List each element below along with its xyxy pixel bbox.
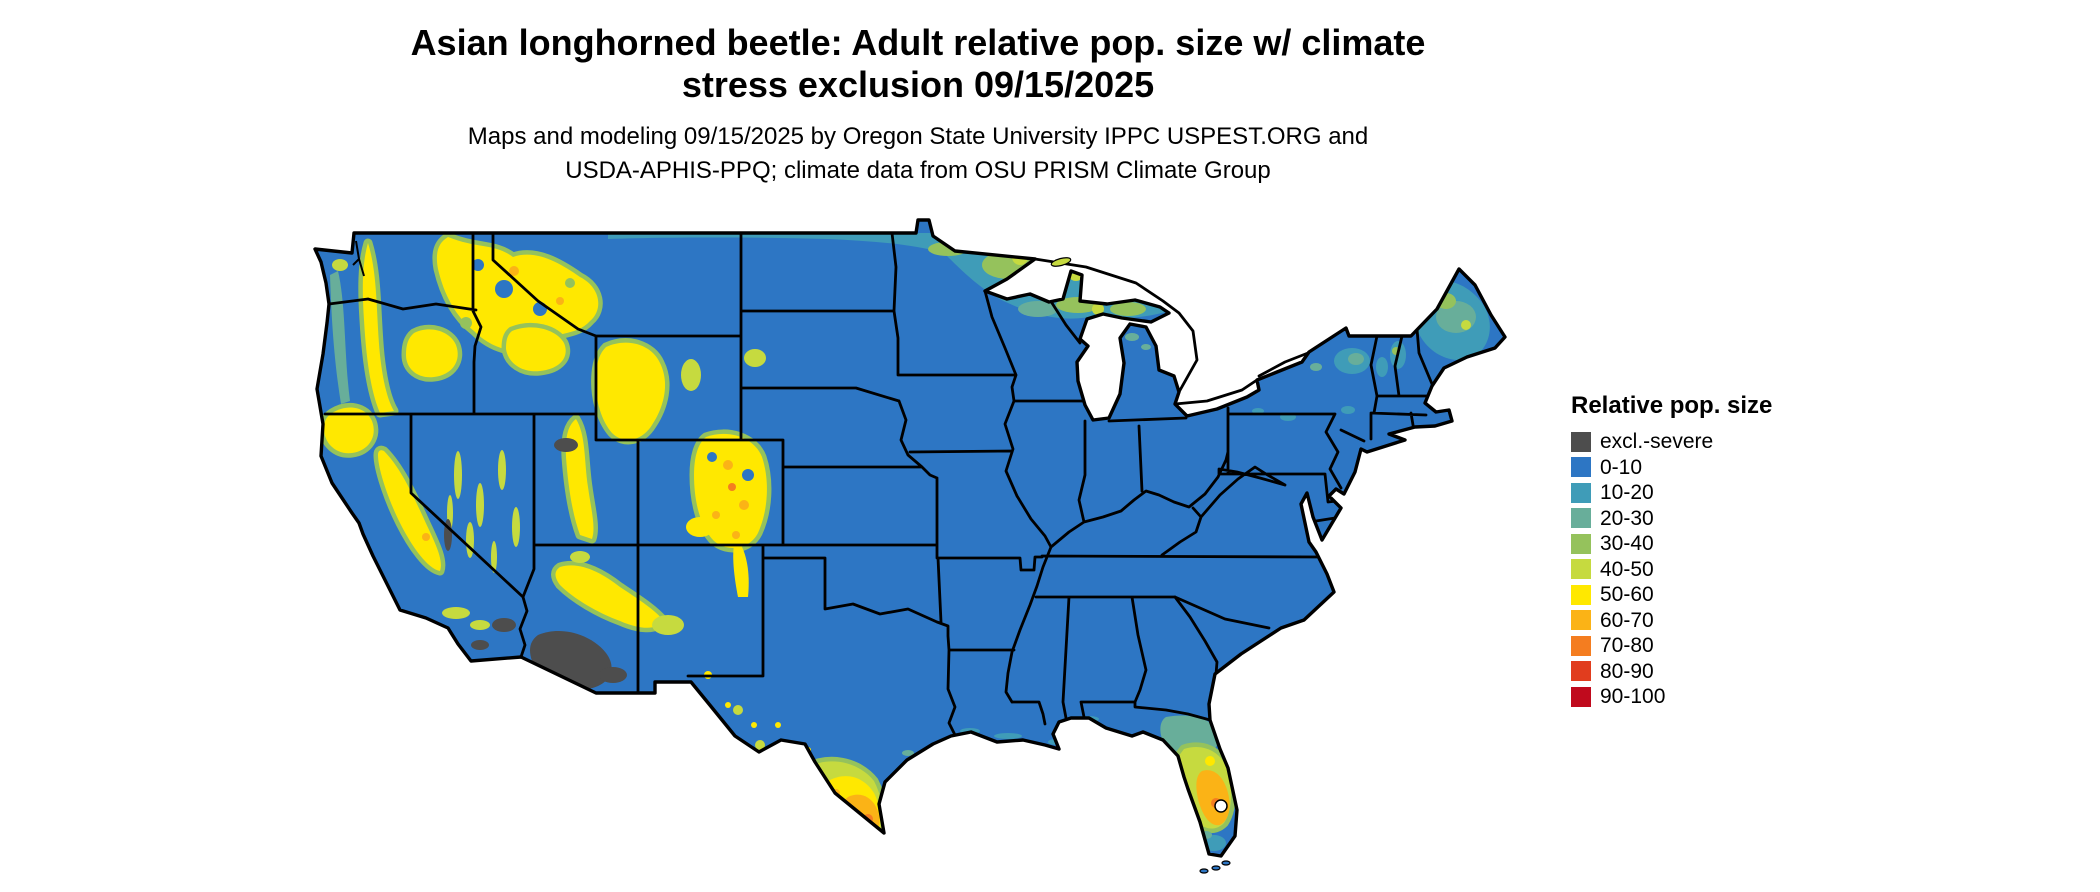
legend-items: excl.-severe 0-10 10-20 20-30 30-40 40-5… [1571,429,1772,710]
puget-sound [352,240,365,277]
legend-item: 30-40 [1571,531,1772,557]
legend-swatch [1571,431,1591,452]
legend-item: 60-70 [1571,608,1772,634]
legend-label: 60-70 [1600,608,1654,632]
legend-label: 90-100 [1600,685,1666,709]
lake-borders [1033,257,1310,406]
legend-swatch [1571,457,1591,478]
legend-swatch [1571,661,1591,682]
legend-item: excl.-severe [1571,429,1772,455]
legend-label: 30-40 [1600,532,1654,556]
isle-royale [1050,257,1072,267]
legend-swatch [1571,508,1591,529]
legend-label: 40-50 [1600,557,1654,581]
subtitle-line-1: Maps and modeling 09/15/2025 by Oregon S… [467,123,1369,150]
legend-item: 90-100 [1571,684,1772,710]
legend-item: 0-10 [1571,455,1772,481]
legend-swatch [1571,610,1591,631]
figure-subtitle: Maps and modeling 09/15/2025 by Oregon S… [308,120,1528,187]
legend-label: 70-80 [1600,634,1654,658]
legend-label: 50-60 [1600,583,1654,607]
legend-label: excl.-severe [1600,430,1714,454]
legend-swatch [1571,584,1591,605]
lake-okeechobee [1214,799,1228,813]
legend-item: 10-20 [1571,480,1772,506]
legend-swatch [1571,533,1591,554]
us-outline [313,218,1507,858]
us-map [308,205,1528,885]
legend-label: 10-20 [1600,481,1654,505]
legend-swatch [1571,559,1591,580]
legend-item: 80-90 [1571,659,1772,685]
legend-swatch [1571,635,1591,656]
us-map-svg [313,218,1507,874]
legend-item: 20-30 [1571,506,1772,532]
legend-label: 20-30 [1600,506,1654,530]
title-line-2: stress exclusion 09/15/2025 [681,64,1155,106]
legend-label: 80-90 [1600,659,1654,683]
legend-label: 0-10 [1600,455,1643,479]
legend-swatch [1571,686,1591,707]
legend-item: 50-60 [1571,582,1772,608]
florida-keys [1199,860,1231,874]
legend: Relative pop. size excl.-severe 0-10 10-… [1571,392,1772,710]
title-line-1: Asian longhorned beetle: Adult relative … [410,22,1426,63]
legend-item: 40-50 [1571,557,1772,583]
state-borders [323,231,1439,737]
page-title: Asian longhorned beetle: Adult relative … [308,22,1528,107]
legend-swatch [1571,482,1591,503]
legend-title: Relative pop. size [1571,392,1773,419]
legend-item: 70-80 [1571,633,1772,659]
subtitle-line-2: USDA-APHIS-PPQ; climate data from OSU PR… [565,156,1271,184]
